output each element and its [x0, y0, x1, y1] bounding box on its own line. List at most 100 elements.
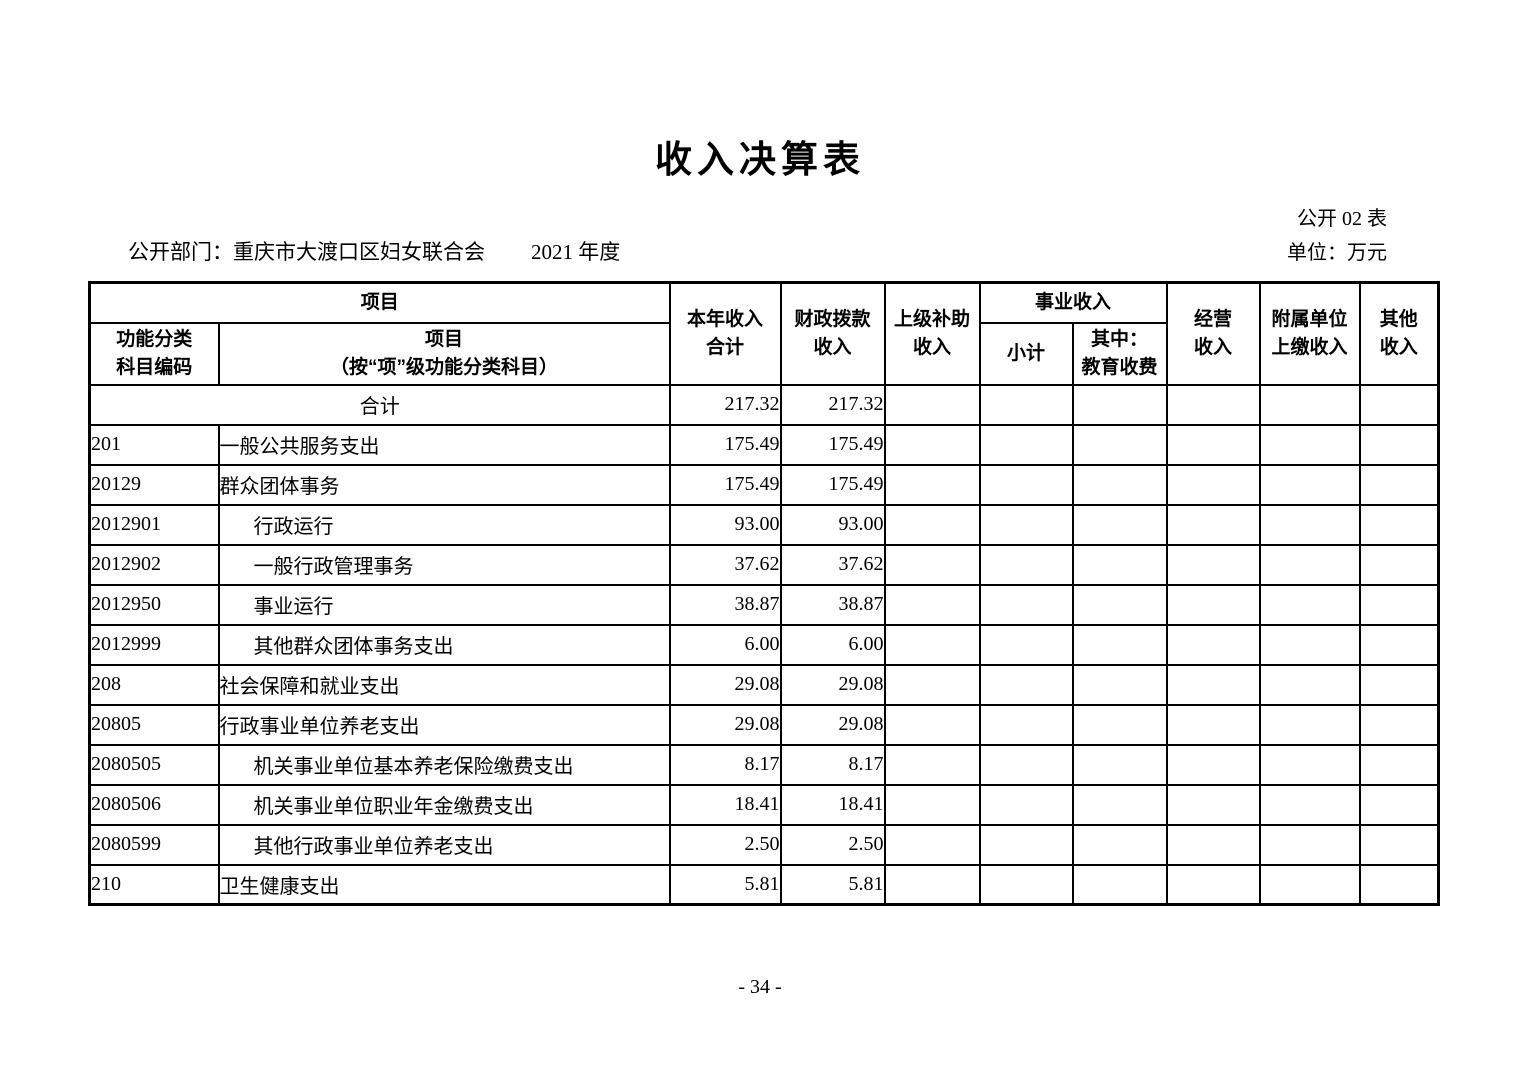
row-other [1358, 423, 1440, 466]
row-fiscal: 93.00 [779, 503, 886, 546]
col-header-function-code: 功能分类 科目编码 [88, 321, 220, 386]
row-code: 2080599 [88, 823, 220, 866]
row-name: 行政运行 [217, 503, 671, 546]
row-subtotal [978, 463, 1074, 506]
row-code: 208 [88, 663, 220, 706]
row-total: 2.50 [668, 823, 782, 866]
row-affiliated [1258, 743, 1361, 786]
row-total: 93.00 [668, 503, 782, 546]
table-row: 2012901 行政运行 93.00 93.00 [88, 503, 1440, 546]
row-other [1358, 743, 1440, 786]
row-superior [883, 703, 981, 746]
row-education [1071, 623, 1168, 666]
row-code: 210 [88, 863, 220, 906]
row-affiliated [1258, 663, 1361, 706]
row-superior [883, 783, 981, 826]
row-affiliated [1258, 703, 1361, 746]
row-operating [1165, 743, 1261, 786]
row-other [1358, 503, 1440, 546]
row-fiscal: 38.87 [779, 583, 886, 626]
row-name: 一般行政管理事务 [217, 543, 671, 586]
row-superior [883, 623, 981, 666]
table-header: 项目 本年收入 合计 财政拨款 收入 上级补助 收入 事业收入 经营 收入 附属… [88, 281, 1440, 386]
row-name: 机关事业单位基本养老保险缴费支出 [217, 743, 671, 786]
page-number: - 34 - [738, 976, 782, 998]
row-affiliated [1258, 783, 1361, 826]
row-fiscal: 29.08 [779, 663, 886, 706]
row-total: 37.62 [668, 543, 782, 586]
row-operating [1165, 543, 1261, 586]
row-education [1071, 783, 1168, 826]
col-header-education-fee: 其中： 教育收费 [1071, 321, 1168, 386]
row-total: 6.00 [668, 623, 782, 666]
col-header-affiliated-income: 附属单位 上缴收入 [1258, 281, 1361, 386]
col-header-superior-subsidy: 上级补助 收入 [883, 281, 981, 386]
row-operating [1165, 383, 1261, 426]
row-fiscal: 8.17 [779, 743, 886, 786]
row-other [1358, 863, 1440, 906]
row-total: 5.81 [668, 863, 782, 906]
table-row: 2012999 其他群众团体事务支出 6.00 6.00 [88, 623, 1440, 666]
row-superior [883, 423, 981, 466]
row-other [1358, 583, 1440, 626]
table-row: 2012950 事业运行 38.87 38.87 [88, 583, 1440, 626]
table-row: 210 卫生健康支出 5.81 5.81 [88, 863, 1440, 906]
row-subtotal [978, 863, 1074, 906]
row-operating [1165, 663, 1261, 706]
row-name: 其他群众团体事务支出 [217, 623, 671, 666]
row-superior [883, 663, 981, 706]
row-superior [883, 503, 981, 546]
row-education [1071, 863, 1168, 906]
row-fiscal: 2.50 [779, 823, 886, 866]
row-operating [1165, 783, 1261, 826]
row-other [1358, 543, 1440, 586]
col-header-operating-income: 经营 收入 [1165, 281, 1261, 386]
row-superior [883, 583, 981, 626]
row-superior [883, 383, 981, 426]
row-code: 2012950 [88, 583, 220, 626]
row-total: 175.49 [668, 463, 782, 506]
row-name: 群众团体事务 [217, 463, 671, 506]
row-total: 29.08 [668, 663, 782, 706]
row-total: 175.49 [668, 423, 782, 466]
row-name: 一般公共服务支出 [217, 423, 671, 466]
row-affiliated [1258, 823, 1361, 866]
row-education [1071, 823, 1168, 866]
row-code: 2012901 [88, 503, 220, 546]
row-education [1071, 663, 1168, 706]
col-header-other-income: 其他 收入 [1358, 281, 1440, 386]
row-code: 201 [88, 423, 220, 466]
row-name: 合计 [88, 383, 671, 426]
row-fiscal: 175.49 [779, 463, 886, 506]
row-affiliated [1258, 623, 1361, 666]
row-total: 29.08 [668, 703, 782, 746]
row-operating [1165, 583, 1261, 626]
row-operating [1165, 863, 1261, 906]
row-affiliated [1258, 383, 1361, 426]
row-fiscal: 37.62 [779, 543, 886, 586]
row-fiscal: 18.41 [779, 783, 886, 826]
row-subtotal [978, 503, 1074, 546]
row-fiscal: 29.08 [779, 703, 886, 746]
row-subtotal [978, 623, 1074, 666]
row-operating [1165, 823, 1261, 866]
col-header-subtotal: 小计 [978, 321, 1074, 386]
row-code: 2012902 [88, 543, 220, 586]
row-other [1358, 383, 1440, 426]
table-row: 20129 群众团体事务 175.49 175.49 [88, 463, 1440, 506]
row-name: 其他行政事业单位养老支出 [217, 823, 671, 866]
row-education [1071, 543, 1168, 586]
row-code: 2080505 [88, 743, 220, 786]
row-education [1071, 383, 1168, 426]
row-affiliated [1258, 543, 1361, 586]
col-header-item-sub: 项目 （按“项”级功能分类科目） [217, 321, 671, 386]
row-code: 2012999 [88, 623, 220, 666]
row-code: 2080506 [88, 783, 220, 826]
row-code: 20805 [88, 703, 220, 746]
row-subtotal [978, 663, 1074, 706]
row-total: 217.32 [668, 383, 782, 426]
row-education [1071, 503, 1168, 546]
row-operating [1165, 463, 1261, 506]
row-name: 卫生健康支出 [217, 863, 671, 906]
table-row: 208 社会保障和就业支出 29.08 29.08 [88, 663, 1440, 706]
